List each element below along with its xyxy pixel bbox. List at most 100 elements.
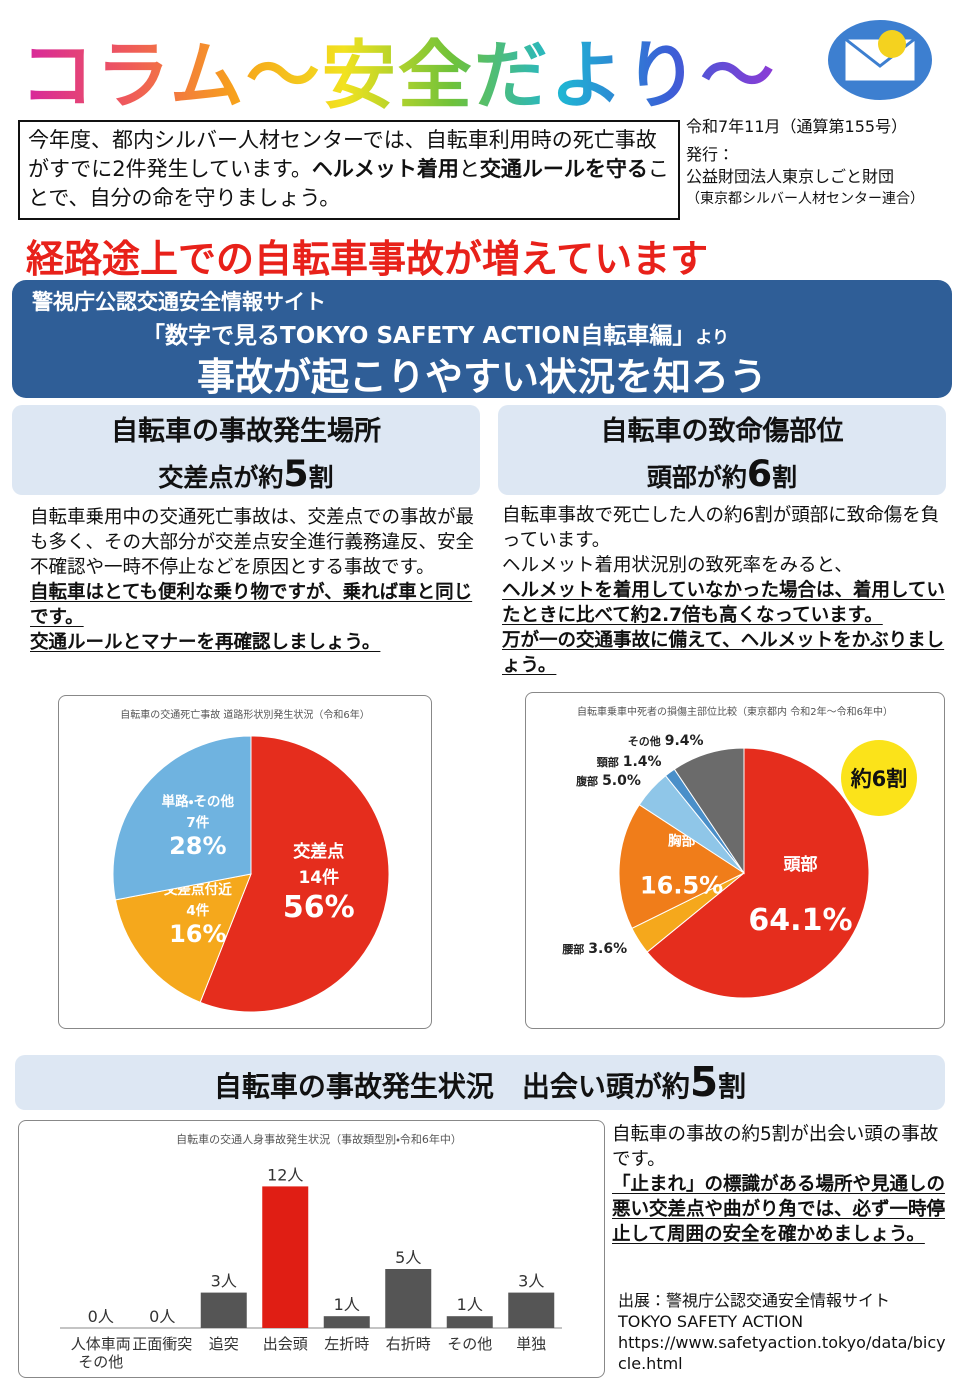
slice-category: 頸部 — [597, 755, 619, 769]
badge-circle — [841, 740, 917, 816]
text-segment: 6 — [746, 452, 773, 495]
slice-value-label: 28% — [169, 832, 226, 860]
slice-label: 頸部 1.4% — [597, 754, 662, 770]
x-category-label: 人体車両その他 — [70, 1335, 131, 1371]
text-segment: 自転車の事故発生状況 出会い頭が約 — [213, 1070, 690, 1103]
bar — [262, 1186, 309, 1328]
location-heading-box: 自転車の事故発生場所 交差点が約5割 — [12, 405, 480, 495]
text-segment: 割 — [308, 463, 334, 492]
x-category-label: 正面衝突 — [132, 1335, 193, 1353]
intro-box: 今年度、都内シルバー人材センターでは、自転車利用時の死亡事故がすでに2件発生して… — [18, 120, 680, 220]
slice-count: 14件 — [298, 867, 339, 888]
source-line: 出展：警視庁公認交通安全情報サイト — [618, 1291, 891, 1310]
slice-label: 腰部 3.6% — [562, 941, 627, 957]
banner: 警視庁公認交通安全情報サイト 「数字で見るTOKYO SAFETY ACTION… — [12, 280, 952, 399]
slice-value-label: 16.5% — [640, 871, 723, 899]
slice-value-label: 1.4% — [623, 754, 662, 770]
banner-suffix: より — [695, 328, 729, 348]
x-category-label: その他 — [447, 1335, 493, 1353]
text-segment: ヘルメットを着用していなかった場合は、着用していたときに比べて約2.7倍も高くな… — [502, 580, 945, 626]
slice-value-label: 5.0% — [602, 773, 641, 789]
bar — [446, 1316, 493, 1328]
text-segment: 自転車事故で死亡した人の約6割が頭部に致命傷を負っています。 — [502, 505, 940, 551]
slice-value-label: 3.6% — [588, 941, 627, 957]
text-segment: 「止まれ」の標識がある場所や見通しの悪い交差点や曲がり角では、必ず一時停止して周… — [612, 1174, 946, 1245]
slice-count: 4件 — [186, 902, 209, 919]
bar-value-label: 5人 — [395, 1248, 421, 1267]
location-summary: 交差点が約5割 — [12, 452, 480, 495]
bar — [323, 1316, 370, 1328]
pie-slice — [646, 747, 870, 999]
slice-category: 頭部 — [783, 854, 817, 875]
pie-slice — [673, 747, 745, 875]
chart-title: 自転車の交通人身事故発生状況（事故類型別・令和6年中） — [176, 1132, 462, 1146]
bar — [200, 1292, 247, 1328]
text-segment: 割 — [718, 1070, 747, 1103]
slice-value-label: 9.4% — [665, 733, 704, 749]
slice-category: 単路・その他 — [162, 793, 235, 810]
accident-bar-chart: 自転車の交通人身事故発生状況（事故類型別・令和6年中） 0人 0人 3人 12人 1人 5人… — [60, 1132, 562, 1329]
pie-slice — [618, 804, 746, 930]
source: 出展：警視庁公認交通安全情報サイト TOKYO SAFETY ACTION ht… — [618, 1290, 948, 1374]
slice-category: 交差点 — [293, 841, 344, 862]
x-category-label: 追突 — [208, 1335, 239, 1353]
text-segment: 5 — [689, 1058, 719, 1106]
pie-slice — [112, 735, 252, 901]
banner-line2: 「数字で見るTOKYO SAFETY ACTION自転車編」より — [142, 316, 729, 350]
injury-heading-box: 自転車の致命傷部位 頭部が約6割 — [498, 405, 946, 495]
bar-chart-frame: 自転車の交通人身事故発生状況（事故類型別・令和6年中） 0人 0人 3人 12人 1人 5人… — [18, 1120, 605, 1378]
title: コラム～安全だより～ — [20, 16, 776, 123]
bar — [385, 1269, 432, 1328]
bar-value-label: 1人 — [334, 1295, 360, 1314]
banner-line3: 事故が起こりやすい状況を知ろう — [196, 355, 767, 399]
chart-title: 自転車乗車中死者の損傷主部位比較（東京都内 令和2年～令和6年中） — [577, 705, 893, 718]
text-segment: 自転車乗用中の交通死亡事故は、交差点での事故が最も多く、その大部分が交差点安全進… — [30, 507, 475, 578]
issue-info: 令和7年11月（通算第155号） 発行： 公益財団法人東京しごと財団 （東京都シ… — [686, 116, 924, 210]
badge: 約6割 — [850, 767, 908, 791]
bar — [508, 1292, 555, 1328]
situation-body: 自転車の事故の約5割が出会い頭の事故です。 「止まれ」の標識がある場所や見通しの悪… — [612, 1122, 954, 1247]
x-category-label: 出会頭 — [262, 1335, 308, 1353]
bar-value-label: 3人 — [211, 1272, 237, 1291]
publisher-label: 発行： — [686, 145, 735, 164]
text-segment: ヘルメット着用状況別の致死率をみると、 — [502, 555, 853, 576]
headline: 経路途上での自転車事故が増えています — [26, 237, 709, 281]
bar-value-label: 0人 — [149, 1307, 175, 1326]
slice-category: その他 — [628, 734, 661, 748]
text-segment: 万が一の交通事故に備えて、ヘルメットをかぶりましょう。 — [502, 630, 945, 676]
slice-value-label: 16% — [169, 920, 226, 948]
text-segment: ヘルメット着用 — [311, 157, 459, 181]
banner-line1: 警視庁公認交通安全情報サイト — [32, 290, 326, 314]
location-heading: 自転車の事故発生場所 — [111, 416, 381, 447]
slice-category: 腰部 — [562, 942, 584, 956]
banner-site: 「数字で見るTOKYO SAFETY ACTION自転車編」 — [142, 323, 696, 349]
injury-pie-chart: 自転車乗車中死者の損傷主部位比較（東京都内 令和2年～令和6年中） 頭部 64.1%… — [525, 692, 945, 1029]
issue-date: 令和7年11月（通算第155号） — [686, 117, 908, 136]
bar-value-label: 12人 — [267, 1165, 303, 1184]
text-segment: 交通ルールとマナーを再確認しましょう。 — [30, 632, 381, 653]
publisher: 公益財団法人東京しごと財団 — [686, 167, 895, 186]
text-segment: 交通ルールを守る — [479, 157, 648, 181]
slice-value-label: 56% — [283, 890, 355, 925]
slice-count: 7件 — [186, 814, 209, 831]
text-segment: 自転車はとても便利な乗り物ですが、乗れば車と同じです。 — [30, 582, 473, 628]
text-segment: 頭部が約 — [646, 463, 747, 492]
location-pie-chart: 自転車の交通死亡事故 道路形状別発生状況（令和6年）交差点14件56%交差点付近… — [58, 695, 432, 1029]
bar-value-label: 0人 — [88, 1307, 114, 1326]
pie-slice — [199, 735, 390, 1013]
slice-label: その他 9.4% — [628, 733, 704, 749]
injury-summary: 頭部が約6割 — [498, 452, 946, 495]
location-body: 自転車乗用中の交通死亡事故は、交差点での事故が最も多く、その大部分が交差点安全進… — [30, 505, 482, 655]
situation-heading: 自転車の事故発生状況 出会い頭が約5割 — [15, 1055, 945, 1110]
injury-body: 自転車事故で死亡した人の約6割が頭部に致命傷を負っています。ヘルメット着用状況別… — [502, 503, 952, 678]
slice-label: 腹部 5.0% — [576, 773, 641, 789]
slice-category: 腹部 — [576, 774, 598, 788]
text-segment: 5 — [283, 452, 309, 495]
x-category-label: 右折時 — [385, 1335, 431, 1353]
icon-face — [878, 30, 906, 58]
pie-slice — [114, 873, 252, 1003]
chart-title: 自転車の交通死亡事故 道路形状別発生状況（令和6年） — [120, 708, 370, 721]
x-category-label: 左折時 — [324, 1335, 370, 1353]
source-line: TOKYO SAFETY ACTION — [618, 1312, 804, 1331]
